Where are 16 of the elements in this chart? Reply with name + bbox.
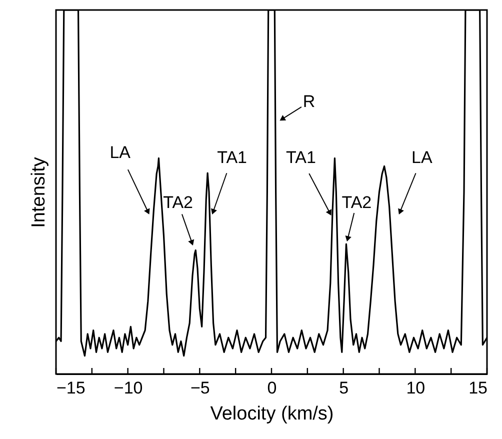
x-tick-label: 10	[406, 378, 426, 398]
annotation: TA1	[217, 148, 247, 168]
annotation: TA1	[286, 148, 316, 168]
annotation: LA	[110, 143, 132, 162]
x-axis-title: Velocity (km/s)	[210, 404, 334, 424]
x-tick-label: −15	[56, 378, 86, 398]
annotation: TA2	[342, 192, 372, 212]
x-tick-label: −10	[114, 378, 143, 398]
annotation: R	[302, 92, 316, 112]
x-tick-label: 5	[339, 378, 349, 398]
annotation: TA2	[163, 192, 194, 212]
annotation: LA	[412, 148, 433, 168]
x-tick-label: −5	[190, 378, 210, 398]
y-axis-title: Intensity	[28, 156, 50, 228]
x-tick-label: 0	[267, 378, 277, 398]
x-tick-label: 15	[468, 378, 488, 398]
